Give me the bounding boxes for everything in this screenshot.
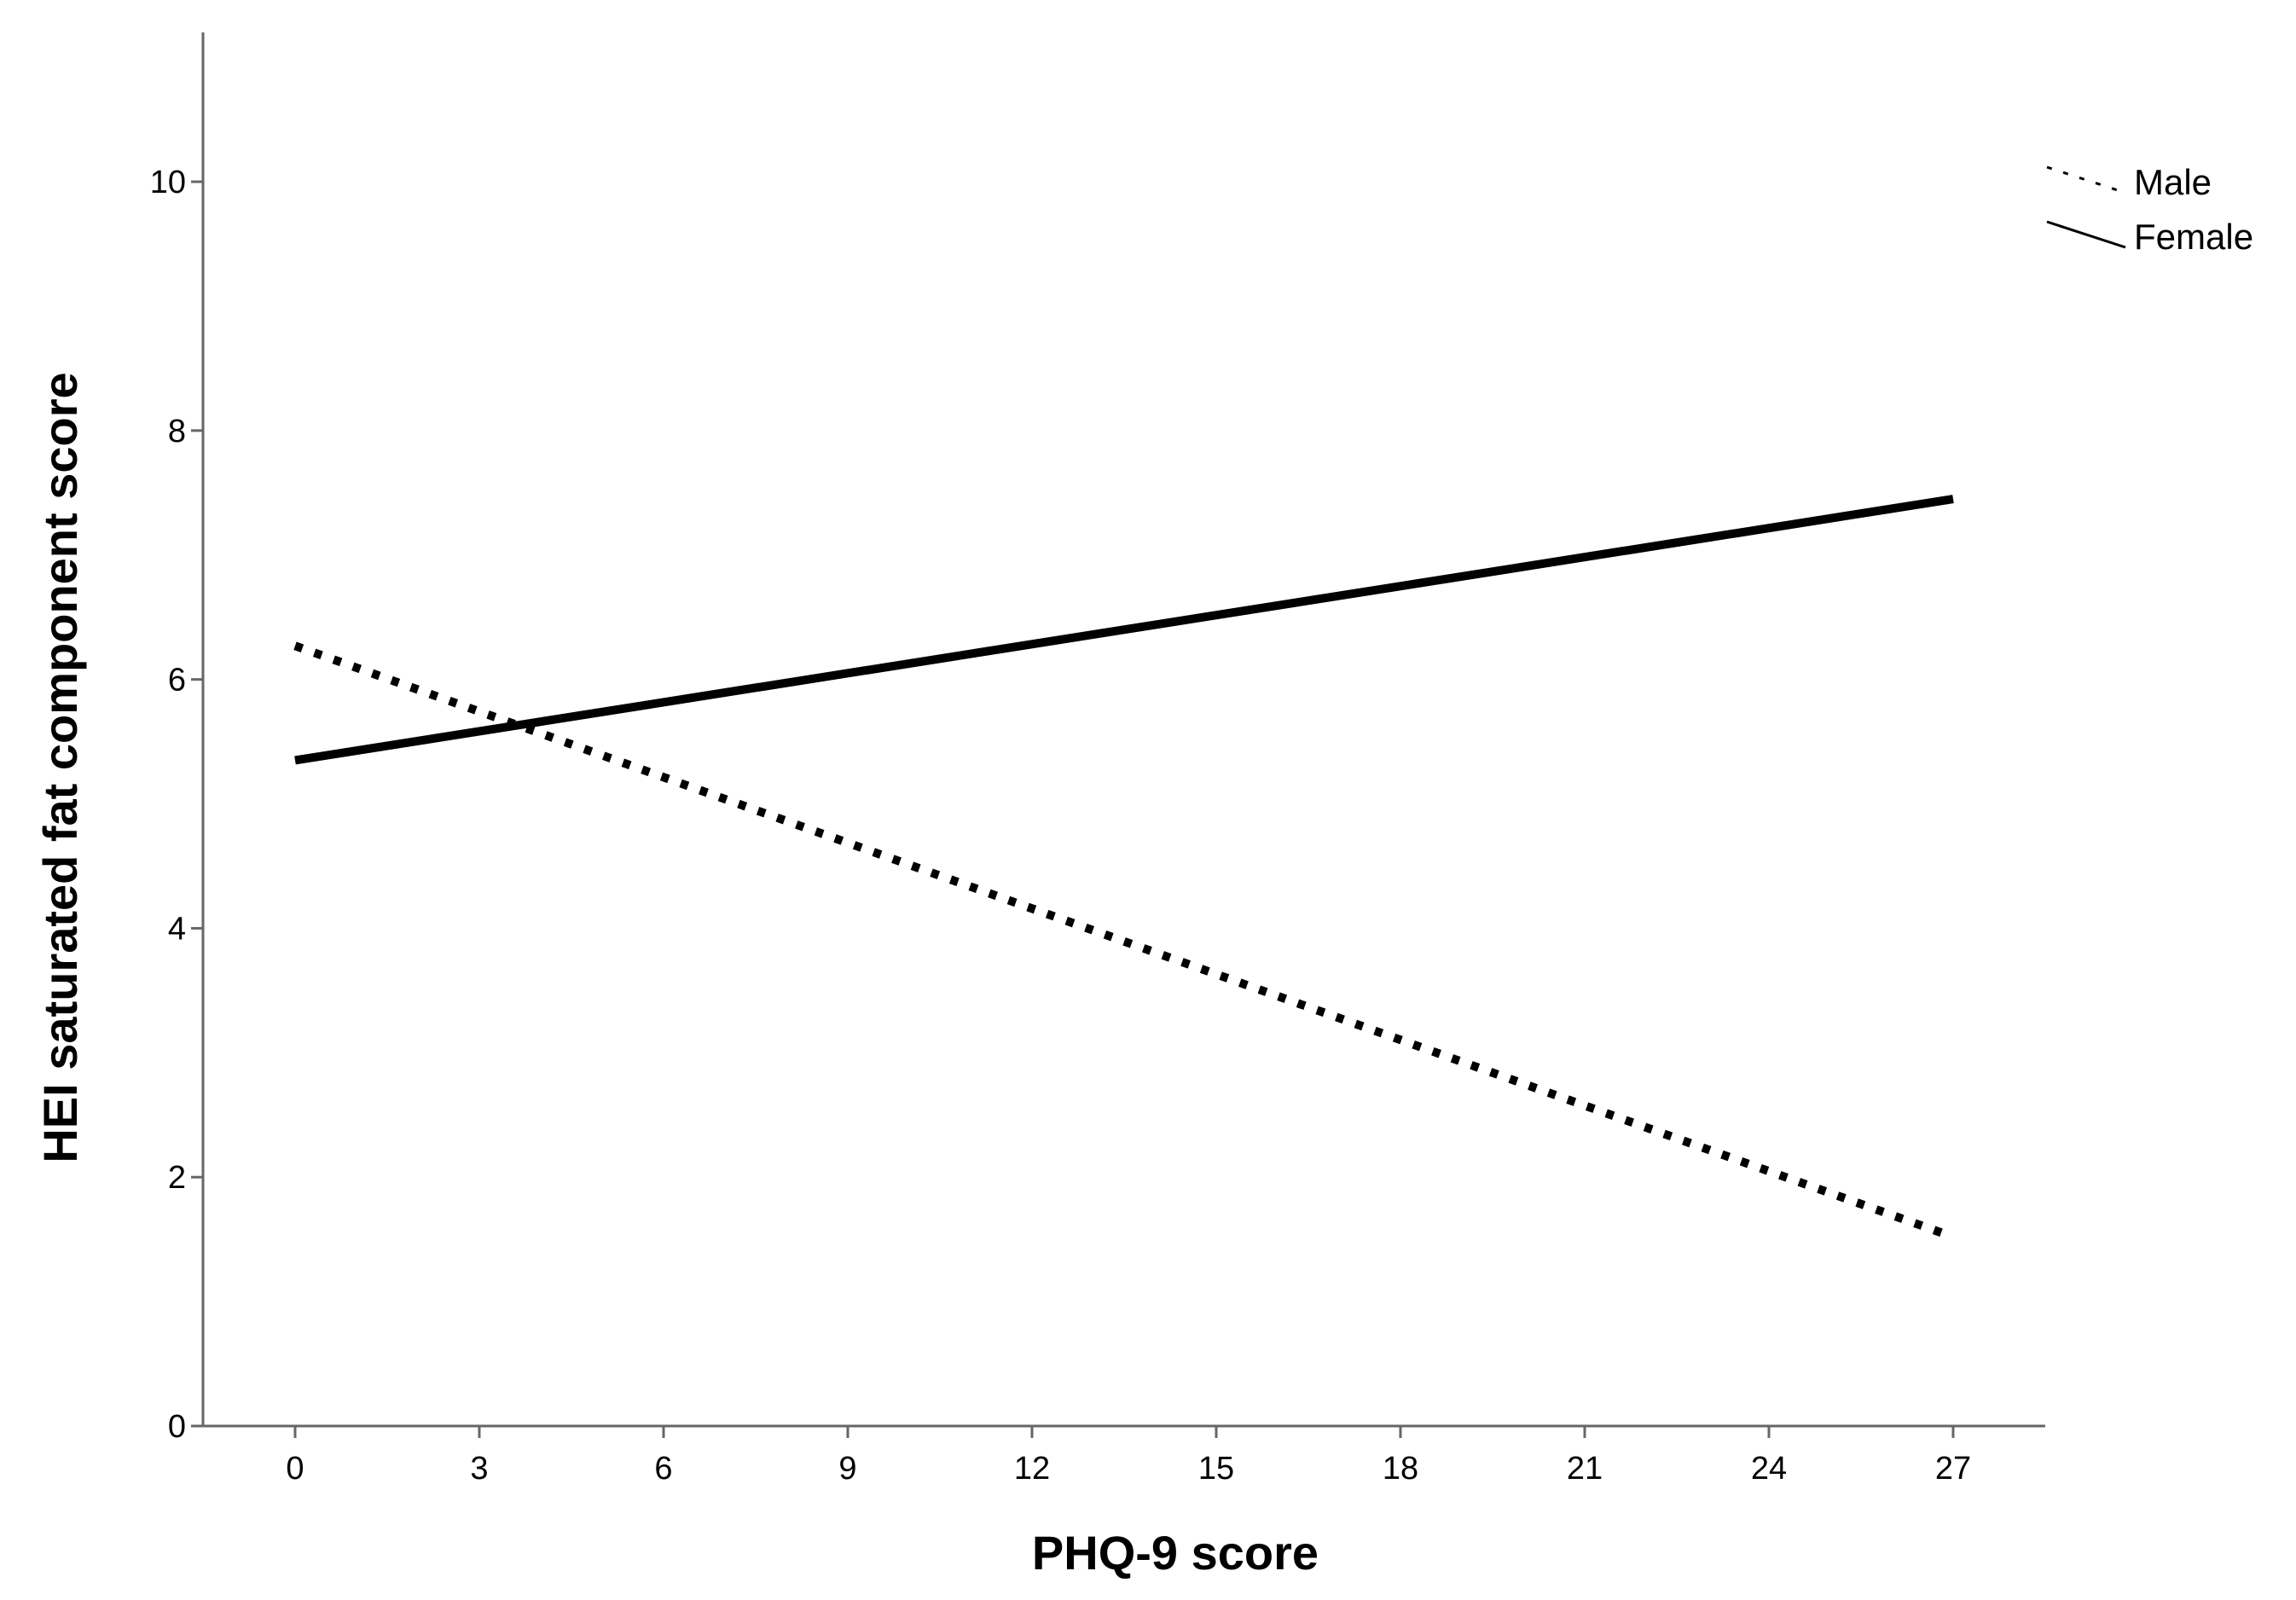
y-tick-label: 8 [168, 414, 186, 449]
x-tick-label: 24 [1751, 1451, 1787, 1487]
legend: Male Female [2046, 162, 2253, 257]
x-tick-label: 0 [286, 1451, 304, 1487]
y-axis-title: HEI saturated fat component score [33, 372, 87, 1162]
x-tick-label: 3 [470, 1451, 488, 1487]
plot-lines [293, 495, 1955, 1241]
legend-swatch-female [2046, 220, 2126, 249]
x-tick-label: 27 [1935, 1451, 1971, 1487]
x-tick-label: 18 [1383, 1451, 1418, 1487]
legend-swatch-male [2046, 165, 2126, 194]
x-tick-label: 6 [654, 1451, 672, 1487]
x-tick-label: 21 [1567, 1451, 1603, 1487]
x-tick-label: 12 [1014, 1451, 1050, 1487]
series-line-female [294, 495, 1954, 765]
y-axis-ticks: 0 2 4 6 8 10 [150, 165, 203, 1445]
axes [201, 32, 2045, 1428]
y-tick-label: 6 [168, 663, 186, 699]
legend-label-female: Female [2134, 217, 2253, 257]
legend-label-male: Male [2134, 162, 2212, 202]
series-line-male [293, 641, 1955, 1241]
y-tick-label: 0 [168, 1409, 186, 1445]
y-tick-label: 10 [150, 165, 186, 200]
y-tick-label: 2 [168, 1160, 186, 1196]
x-tick-label: 15 [1198, 1451, 1234, 1487]
x-axis-title: PHQ-9 score [1032, 1526, 1319, 1580]
x-tick-label: 9 [838, 1451, 856, 1487]
x-axis-ticks: 0 3 6 9 12 15 18 21 24 27 [286, 1426, 1971, 1487]
y-tick-label: 4 [168, 911, 186, 947]
